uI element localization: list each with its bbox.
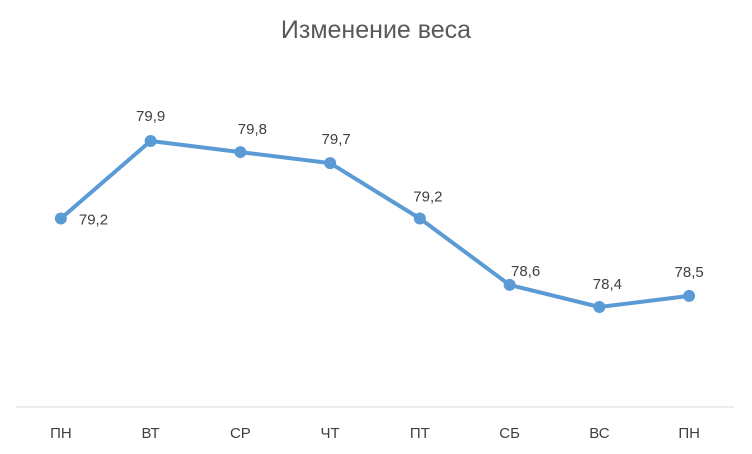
x-tick-label: ВС xyxy=(589,425,610,442)
data-point xyxy=(234,146,247,159)
x-tick-label: ЧТ xyxy=(321,425,340,442)
data-point xyxy=(683,289,696,302)
data-point xyxy=(324,157,337,170)
data-label: 79,7 xyxy=(322,131,351,148)
x-tick-label: СБ xyxy=(499,425,520,442)
data-label: 79,2 xyxy=(79,211,108,228)
x-tick-label: СР xyxy=(230,425,251,442)
data-point xyxy=(413,212,426,225)
x-tick-label: ВТ xyxy=(142,425,160,442)
data-point xyxy=(503,278,516,291)
x-tick-label: ПН xyxy=(678,425,700,442)
data-label: 79,9 xyxy=(136,108,165,125)
x-tick-label: ПН xyxy=(50,425,72,442)
chart-title: Изменение веса xyxy=(280,16,472,44)
data-point xyxy=(593,301,606,313)
data-point xyxy=(144,135,157,147)
series-line xyxy=(58,139,692,309)
data-label: 79,8 xyxy=(238,121,267,138)
data-point xyxy=(54,212,67,225)
data-label: 78,4 xyxy=(593,276,622,293)
x-tick-label: ПТ xyxy=(410,425,430,442)
data-label: 79,2 xyxy=(413,188,442,205)
data-label: 78,6 xyxy=(511,263,540,280)
data-label: 78,5 xyxy=(675,264,704,281)
